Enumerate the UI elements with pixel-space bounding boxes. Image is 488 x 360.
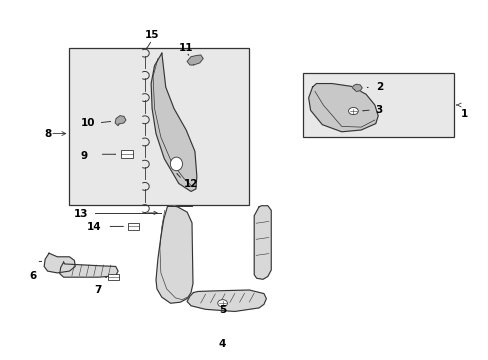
- Circle shape: [348, 108, 358, 114]
- Text: 9: 9: [81, 151, 87, 161]
- Text: 4: 4: [219, 339, 226, 349]
- Text: 2: 2: [375, 82, 382, 92]
- Circle shape: [217, 300, 227, 307]
- Text: 5: 5: [219, 305, 226, 315]
- Polygon shape: [187, 290, 266, 311]
- Text: 3: 3: [375, 105, 382, 115]
- Text: 1: 1: [460, 109, 467, 119]
- Text: 13: 13: [73, 209, 88, 219]
- Polygon shape: [44, 253, 75, 273]
- Text: 14: 14: [86, 222, 101, 232]
- Polygon shape: [352, 84, 362, 91]
- Text: 8: 8: [44, 129, 51, 139]
- Polygon shape: [187, 55, 203, 65]
- Bar: [108, 274, 118, 280]
- Text: 15: 15: [144, 30, 159, 40]
- Text: 7: 7: [94, 285, 101, 295]
- Polygon shape: [254, 206, 271, 279]
- Bar: [127, 223, 139, 230]
- Text: 6: 6: [30, 271, 37, 282]
- Ellipse shape: [170, 157, 182, 171]
- Polygon shape: [156, 206, 193, 303]
- Polygon shape: [308, 84, 377, 132]
- Bar: [69, 48, 249, 205]
- Text: 12: 12: [183, 179, 198, 189]
- Polygon shape: [151, 53, 197, 192]
- Polygon shape: [60, 262, 118, 277]
- Text: 11: 11: [179, 43, 193, 53]
- Bar: [302, 73, 453, 137]
- Text: 10: 10: [81, 118, 95, 128]
- Polygon shape: [115, 116, 125, 126]
- Bar: [121, 150, 133, 158]
